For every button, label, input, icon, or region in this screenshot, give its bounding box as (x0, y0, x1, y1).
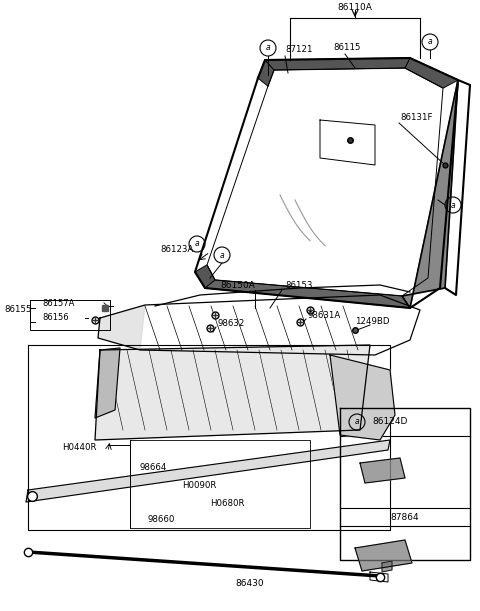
Text: H0090R: H0090R (182, 481, 216, 491)
Text: 86124D: 86124D (372, 417, 408, 426)
Text: 86150A: 86150A (220, 280, 255, 290)
Polygon shape (26, 440, 390, 502)
Polygon shape (360, 458, 405, 483)
Text: 86155: 86155 (4, 306, 32, 315)
Polygon shape (98, 305, 145, 350)
Polygon shape (95, 348, 120, 418)
Text: 86123A: 86123A (160, 246, 193, 255)
Polygon shape (205, 280, 410, 308)
Text: 86157A: 86157A (42, 299, 74, 309)
Text: a: a (355, 417, 360, 426)
Polygon shape (405, 58, 458, 88)
Text: 86115: 86115 (333, 43, 360, 53)
Text: H0680R: H0680R (210, 499, 244, 508)
Text: 98632: 98632 (218, 318, 245, 327)
Text: 98631A: 98631A (308, 312, 341, 321)
Text: 86156: 86156 (42, 313, 69, 323)
Text: a: a (451, 200, 456, 210)
Text: a: a (266, 43, 270, 53)
Text: 87864: 87864 (391, 513, 420, 522)
Text: 86131F: 86131F (400, 114, 432, 122)
Polygon shape (265, 58, 410, 70)
Text: 98660: 98660 (148, 516, 175, 524)
Text: a: a (195, 240, 199, 249)
Text: 86153: 86153 (285, 280, 312, 290)
Text: 86110A: 86110A (337, 4, 372, 12)
Polygon shape (402, 80, 458, 308)
Text: a: a (428, 37, 432, 46)
Text: a: a (220, 251, 224, 260)
Polygon shape (382, 561, 392, 572)
Polygon shape (95, 345, 370, 440)
Polygon shape (258, 60, 274, 86)
Text: 87121: 87121 (285, 45, 312, 54)
Polygon shape (195, 265, 215, 288)
Polygon shape (330, 355, 395, 440)
Polygon shape (355, 540, 412, 571)
Text: H0440R: H0440R (62, 444, 96, 453)
Text: 1249BD: 1249BD (355, 318, 389, 326)
Text: 86430: 86430 (236, 579, 264, 588)
Text: 98664: 98664 (140, 464, 168, 472)
